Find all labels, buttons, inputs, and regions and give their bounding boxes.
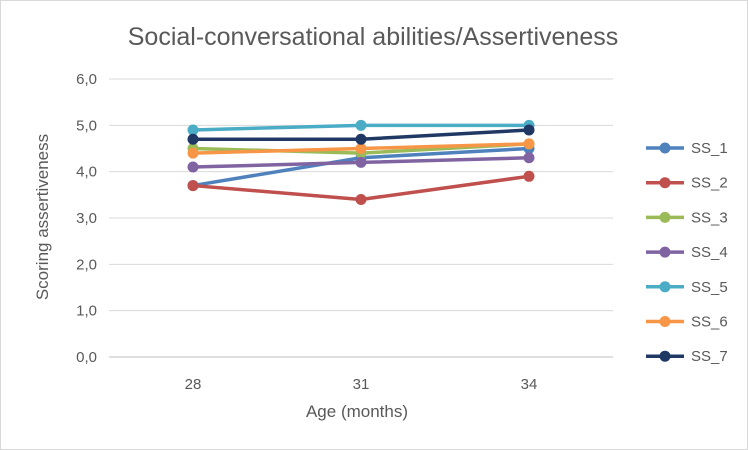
data-point: [523, 170, 535, 182]
data-point: [355, 143, 367, 154]
legend-item: SS_4: [646, 244, 728, 261]
series-ss-6: [187, 138, 535, 159]
y-tick-label: 2,0: [76, 256, 97, 273]
x-tick-label: 34: [521, 376, 538, 393]
legend-item: SS_7: [646, 348, 728, 365]
legend-label: SS_1: [691, 140, 728, 157]
legend-label: SS_7: [691, 348, 728, 365]
data-point: [187, 180, 199, 192]
x-tick-label: 31: [353, 376, 370, 393]
legend-item: SS_5: [646, 279, 728, 296]
data-point: [187, 161, 199, 173]
x-axis-ticks: 28 31 34: [185, 376, 538, 393]
legend-swatch-marker: [659, 142, 671, 154]
legend-item: SS_3: [646, 209, 728, 226]
chart-title: Social-conversational abilities/Assertiv…: [128, 23, 619, 51]
series-ss-2: [187, 170, 535, 205]
data-point: [355, 193, 367, 205]
series-lines: [187, 119, 535, 205]
data-point: [355, 133, 367, 145]
legend-label: SS_6: [691, 314, 728, 331]
legend-label: SS_3: [691, 209, 728, 226]
y-tick-label: 0,0: [76, 349, 97, 366]
series-ss-7: [187, 124, 535, 145]
data-point: [355, 119, 367, 131]
data-point: [523, 152, 535, 164]
y-axis-ticks: 0,0 1,0 2,0 3,0 4,0 5,0 6,0: [76, 71, 97, 366]
x-tick-label: 28: [185, 376, 202, 393]
y-tick-label: 5,0: [76, 117, 97, 134]
legend-label: SS_4: [691, 244, 728, 261]
legend-item: SS_1: [646, 140, 728, 157]
y-axis-title: Scoring assertiveness: [33, 134, 52, 300]
y-tick-label: 3,0: [76, 210, 97, 227]
legend-item: SS_6: [646, 314, 728, 331]
data-point: [187, 124, 199, 136]
y-tick-label: 6,0: [76, 71, 97, 88]
legend-swatch-marker: [659, 211, 671, 223]
legend-swatch-marker: [659, 246, 671, 258]
legend-label: SS_5: [691, 279, 728, 296]
legend: SS_1 SS_2 SS_3 SS_4 SS_5 SS_6 SS_7: [646, 140, 728, 365]
legend-swatch-marker: [659, 350, 671, 362]
legend-label: SS_2: [691, 175, 728, 192]
legend-item: SS_2: [646, 175, 728, 192]
data-point: [187, 147, 199, 159]
y-tick-label: 1,0: [76, 303, 97, 320]
data-point: [187, 133, 199, 145]
y-tick-label: 4,0: [76, 164, 97, 181]
data-point: [355, 156, 367, 168]
legend-swatch-marker: [659, 281, 671, 293]
series-ss-4: [187, 152, 535, 173]
legend-swatch-marker: [659, 177, 671, 189]
data-point: [523, 124, 535, 136]
data-point: [523, 138, 535, 150]
x-axis-title: Age (months): [306, 402, 408, 421]
legend-swatch-marker: [659, 316, 671, 327]
